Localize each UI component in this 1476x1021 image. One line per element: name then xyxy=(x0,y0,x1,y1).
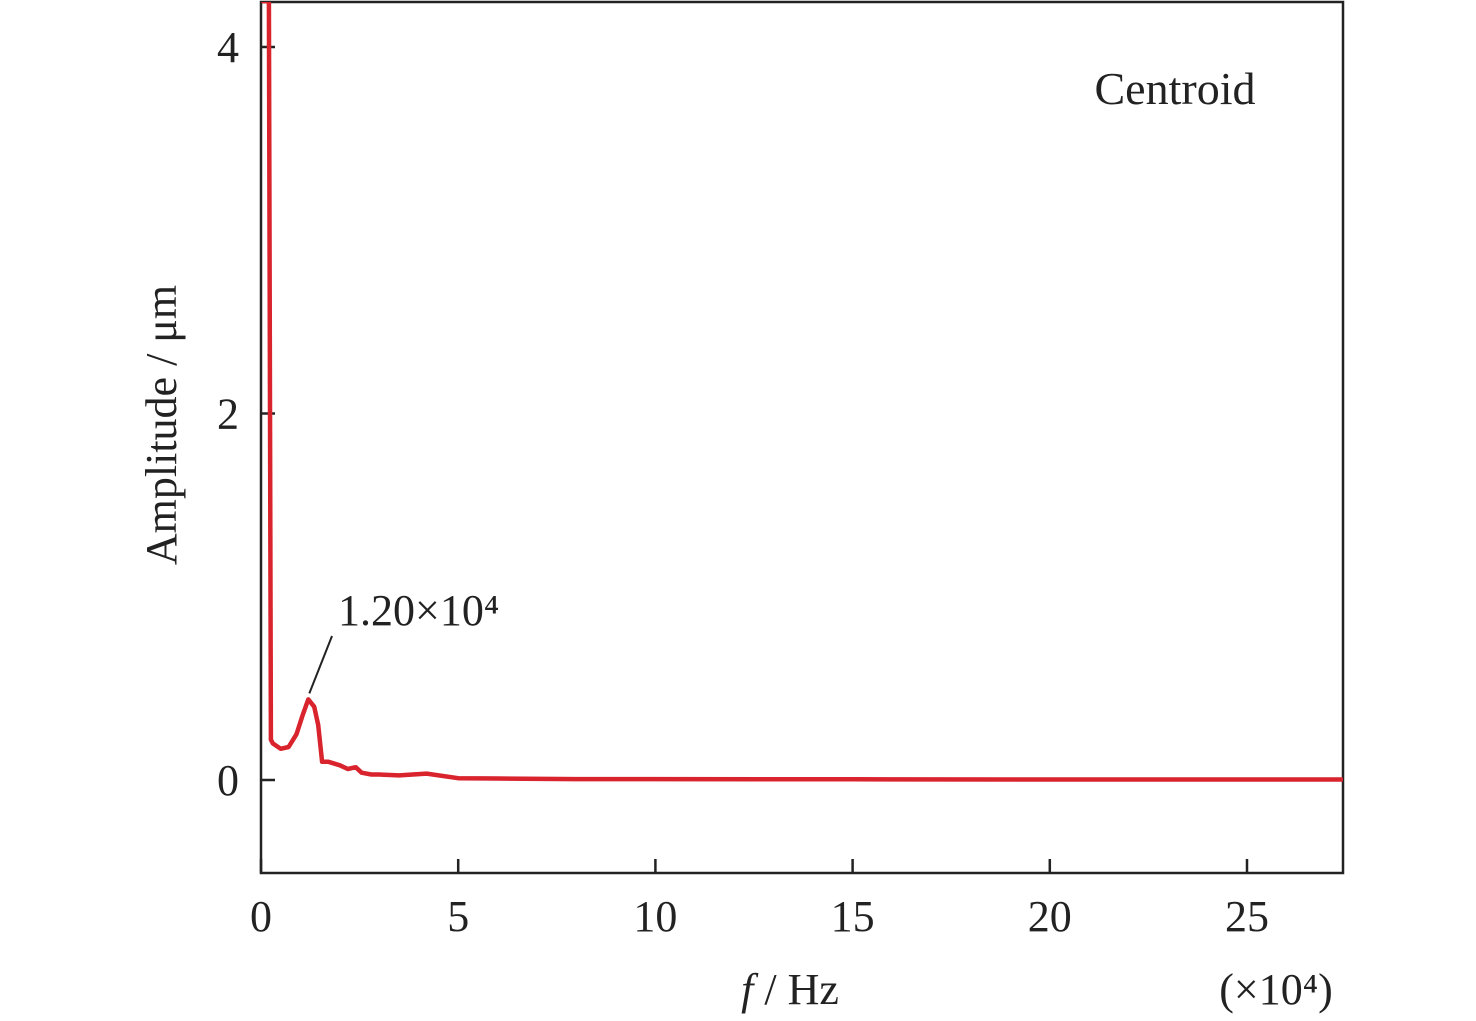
plot-frame xyxy=(259,0,1345,875)
x-tick-label-15: 15 xyxy=(831,892,875,941)
chart-marks: 0 5 10 15 20 25 0 2 4 xyxy=(217,0,1345,941)
x-tick-label-0: 0 xyxy=(250,892,272,941)
x-tick-label-20: 20 xyxy=(1028,892,1072,941)
x-tick-label-25: 25 xyxy=(1225,892,1269,941)
y-axis-label: Amplitude / μm xyxy=(137,285,186,565)
x-axis-label: f / Hz xyxy=(741,965,839,1014)
x-axis-scale-note: (×10⁴) xyxy=(1219,965,1332,1014)
x-tick-label-10: 10 xyxy=(633,892,677,941)
x-tick-label-5: 5 xyxy=(447,892,469,941)
series-label: Centroid xyxy=(1095,63,1256,114)
peak-annotation-leader xyxy=(308,635,333,694)
series-line-0 xyxy=(261,2,1343,782)
y-tick-label-0: 0 xyxy=(217,756,239,805)
peak-annotation-label: 1.20×10⁴ xyxy=(338,586,499,635)
x-axis-label-unit: / Hz xyxy=(753,965,839,1014)
y-tick-label-2: 2 xyxy=(217,390,239,439)
y-tick-label-4: 4 xyxy=(217,23,239,72)
